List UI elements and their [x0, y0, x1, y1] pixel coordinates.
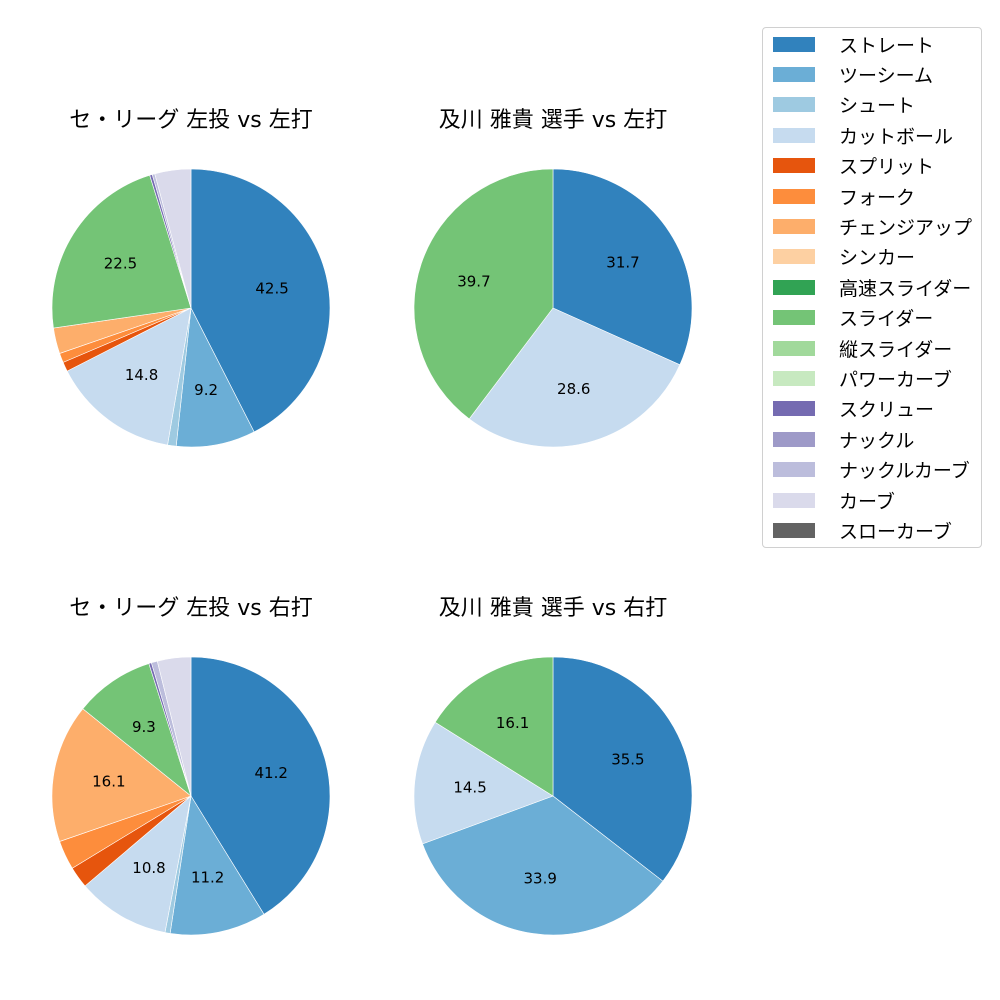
legend-label: スクリュー [839, 399, 935, 422]
legend-swatch [773, 218, 815, 234]
legend-label: スプリット [839, 156, 935, 179]
pie-slice-スライダー [413, 168, 554, 420]
legend-label: 縦スライダー [839, 338, 953, 361]
legend-item: ナックル [773, 424, 914, 454]
pie-slice-カットボール [413, 721, 554, 845]
pie-value-label: 14.5 [453, 778, 486, 796]
legend-item: 縦スライダー [773, 333, 952, 363]
legend-label: ストレート [839, 34, 935, 57]
legend-item: フォーク [773, 181, 915, 211]
pie-value-label: 16.1 [496, 714, 529, 732]
pie-value-label: 9.2 [194, 381, 218, 399]
pie-slice-スライダー [82, 663, 192, 797]
legend-swatch [773, 462, 815, 478]
legend-swatch [773, 158, 815, 174]
pie-value-label: 28.6 [557, 380, 590, 398]
legend-label: 高速スライダー [839, 277, 972, 300]
pie-value-label: 9.3 [132, 718, 156, 736]
legend-label: ナックルカーブ [839, 460, 970, 483]
legend-swatch [773, 370, 815, 386]
legend-item: カットボール [773, 120, 953, 150]
pie-value-label: 16.1 [92, 773, 125, 791]
legend-item: カーブ [773, 485, 895, 515]
pie-slice-ストレート [190, 656, 331, 915]
legend-item: ナックルカーブ [773, 455, 970, 485]
legend-swatch [773, 310, 815, 326]
pie-slice-ツーシーム [422, 795, 664, 936]
legend-item: シュート [773, 90, 915, 120]
chart-title-player-vs-left: 及川 雅貴 選手 vs 左打 [438, 108, 668, 133]
legend-swatch [773, 279, 815, 295]
pie-value-label: 39.7 [457, 272, 490, 290]
pie-value-label: 41.2 [255, 764, 288, 782]
legend-item: シンカー [773, 242, 915, 272]
legend-label: フォーク [839, 186, 916, 209]
pie-value-label: 10.8 [132, 859, 165, 877]
legend-label: スライダー [839, 308, 934, 331]
legend-swatch [773, 249, 815, 265]
legend-item: ストレート [773, 29, 934, 59]
pie-slice-カーブ [156, 656, 192, 797]
pie-slice-ストレート [552, 656, 693, 882]
pie-slice-ストレート [552, 168, 693, 366]
legend-label: ナックル [839, 429, 915, 452]
legend-swatch [773, 97, 815, 113]
pie-value-label: 31.7 [606, 254, 639, 272]
legend: ストレートツーシームシュートカットボール スプリットフォークチェンジアップ シンカー… [762, 27, 982, 548]
chart-title-player-vs-right: 及川 雅貴 選手 vs 右打 [438, 596, 668, 621]
pie-value-label: 11.2 [191, 869, 224, 887]
chart-title-league-vs-left: セ・リーグ 左投 vs 左打 [69, 108, 313, 133]
legend-item: スローカーブ [773, 515, 952, 545]
pie-slice-カーブ [154, 168, 192, 309]
pie-slice-スライダー [434, 656, 554, 797]
pie-slice-ツーシーム [169, 795, 265, 936]
legend-item: 高速スライダー [773, 272, 971, 302]
legend-swatch [773, 188, 815, 204]
pie-value-label: 14.8 [125, 366, 158, 384]
pie-value-label: 35.5 [611, 750, 644, 768]
chart-title-league-vs-right: セ・リーグ 左投 vs 右打 [69, 596, 313, 621]
legend-swatch [773, 340, 815, 356]
legend-item: パワーカーブ [773, 363, 952, 393]
legend-label: チェンジアップ [839, 216, 973, 239]
legend-swatch [773, 66, 815, 82]
pie-slice-カットボール [84, 795, 192, 933]
legend-label: スローカーブ [839, 520, 952, 543]
pie-value-label: 33.9 [524, 869, 557, 887]
legend-item: ツーシーム [773, 59, 933, 89]
pie-value-label: 22.5 [104, 255, 137, 273]
pie-slice-カットボール [468, 307, 681, 448]
pie-value-label: 42.5 [255, 280, 288, 298]
legend-label: カーブ [839, 490, 895, 513]
legend-item: スライダー [773, 303, 933, 333]
legend-swatch [773, 127, 815, 143]
legend-label: シュート [839, 95, 916, 118]
legend-item: チェンジアップ [773, 211, 972, 241]
legend-swatch [773, 401, 815, 417]
legend-item: スプリット [773, 151, 934, 181]
legend-swatch [773, 522, 815, 538]
pie-slice-スライダー [51, 174, 192, 329]
legend-label: カットボール [839, 125, 954, 148]
pie-slice-ツーシーム [175, 306, 255, 448]
legend-swatch [773, 492, 815, 508]
legend-label: パワーカーブ [839, 368, 952, 391]
legend-label: ツーシーム [839, 64, 934, 87]
pie-slice-ストレート [190, 168, 331, 433]
legend-label: シンカー [839, 247, 916, 270]
legend-swatch [773, 36, 815, 52]
pie-slice-チェンジアップ [51, 708, 192, 842]
pie-slice-カットボール [66, 307, 192, 446]
legend-item: スクリュー [773, 394, 934, 424]
legend-swatch [773, 431, 815, 447]
